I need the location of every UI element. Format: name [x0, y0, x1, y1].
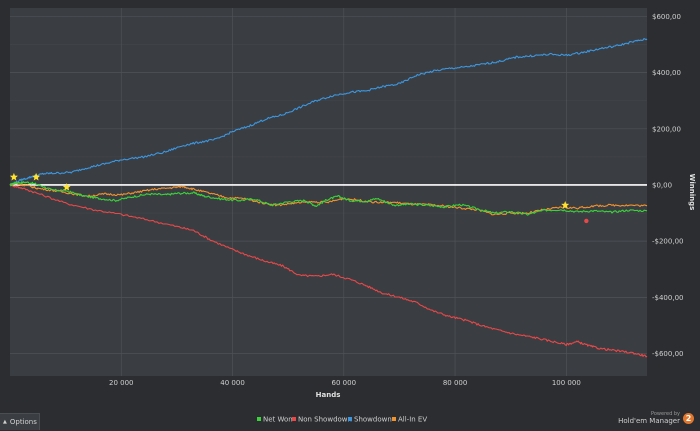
star-marker [32, 172, 41, 181]
x-tick-label: 60 000 [332, 379, 357, 387]
legend-swatch [348, 417, 352, 421]
legend-swatch [392, 417, 396, 421]
legend-label: Net Won [263, 416, 293, 424]
grid [10, 8, 647, 376]
y-tick-label: $200,00 [652, 125, 681, 133]
x-tick-label: 40 000 [220, 379, 245, 387]
x-tick-label: 20 000 [109, 379, 134, 387]
branding: Powered by Hold'em Manager 2 [618, 409, 694, 427]
x-tick-label: 80 000 [443, 379, 468, 387]
series-layer [9, 38, 648, 358]
series-line-net-won [9, 181, 648, 216]
triangle-up-icon: ▲ [3, 419, 7, 425]
x-tick-label: 100 000 [552, 379, 581, 387]
y-tick-label: $0,00 [652, 181, 672, 189]
powered-by-label: Powered by [651, 410, 680, 417]
star-marker [62, 183, 71, 191]
series-line-showdown [9, 38, 648, 186]
y-tick-label: $600,00 [652, 13, 681, 21]
series-line-non-showdown [9, 184, 648, 358]
legend-swatch [257, 417, 261, 421]
legend: Net Won Non Showdown Showdown All-In EV [257, 416, 427, 424]
y-tick-label: -$600,00 [652, 350, 683, 358]
x-axis: 20 000 40 000 60 000 80 000 100 000 [109, 379, 581, 387]
x-axis-title: Hands [316, 391, 341, 399]
options-label: Options [9, 418, 37, 426]
y-axis-title: Winnings [688, 174, 696, 211]
y-tick-label: $400,00 [652, 69, 681, 77]
hm2-logo-icon: 2 [683, 412, 694, 424]
star-marker [9, 172, 18, 181]
product-name: Hold'em Manager [618, 416, 680, 425]
legend-label: Showdown [354, 416, 392, 424]
y-tick-label: -$400,00 [652, 294, 683, 302]
legend-swatch [292, 417, 296, 421]
star-marker [561, 201, 570, 209]
y-axis: $600,00 $400,00 $200,00 $0,00 -$200,00 -$400,… [652, 13, 683, 358]
legend-label: All-In EV [398, 416, 427, 424]
options-button[interactable]: ▲ Options [0, 413, 40, 430]
plot-background [10, 8, 647, 376]
y-tick-label: -$200,00 [652, 238, 683, 246]
dot-marker [584, 218, 589, 224]
marker-layer [9, 172, 589, 224]
legend-label: Non Showdown [298, 416, 352, 424]
